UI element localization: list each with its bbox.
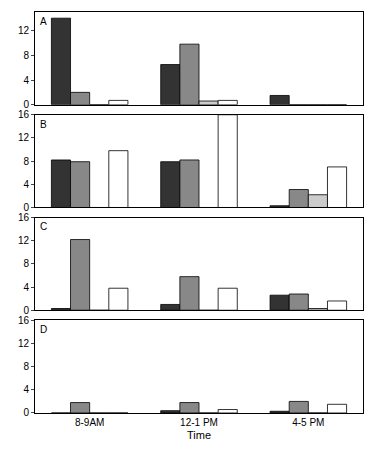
svg-text:4-5 PM: 4-5 PM	[292, 417, 324, 428]
svg-text:12: 12	[18, 235, 30, 246]
svg-text:D: D	[40, 324, 47, 335]
svg-text:B: B	[40, 119, 47, 130]
svg-text:12-1 PM: 12-1 PM	[180, 417, 218, 428]
svg-text:8: 8	[23, 361, 29, 372]
svg-text:4: 4	[23, 179, 29, 190]
svg-text:4: 4	[23, 384, 29, 395]
svg-text:8: 8	[23, 258, 29, 269]
svg-text:0: 0	[23, 305, 29, 316]
svg-text:4: 4	[23, 282, 29, 293]
svg-text:12: 12	[18, 132, 30, 143]
svg-text:16: 16	[18, 109, 30, 120]
svg-text:4: 4	[23, 75, 29, 86]
svg-text:12: 12	[18, 338, 30, 349]
svg-text:Time: Time	[187, 429, 211, 441]
svg-text:0: 0	[23, 202, 29, 213]
svg-text:8: 8	[23, 50, 29, 61]
svg-text:8-9AM: 8-9AM	[75, 417, 104, 428]
svg-text:16: 16	[18, 315, 30, 326]
svg-text:0: 0	[23, 407, 29, 418]
svg-text:A: A	[40, 16, 47, 27]
svg-text:C: C	[40, 221, 47, 232]
svg-text:12: 12	[18, 25, 30, 36]
svg-text:8: 8	[23, 156, 29, 167]
svg-text:16: 16	[18, 212, 30, 223]
svg-text:0: 0	[23, 99, 29, 110]
